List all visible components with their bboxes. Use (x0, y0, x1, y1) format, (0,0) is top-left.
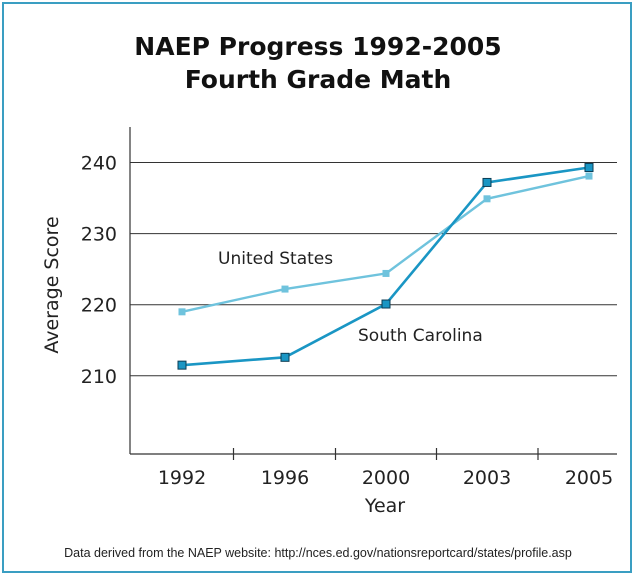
y-tick-label-210: 210 (81, 366, 117, 388)
y-tick-label-240: 240 (81, 153, 117, 175)
y-tick-labels: 240 230 220 210 (81, 153, 117, 388)
point-south-carolina-2005 (584, 163, 594, 173)
series-label-south-carolina: South Carolina (358, 326, 483, 346)
source-footnote: Data derived from the NAEP website: http… (64, 546, 572, 560)
point-south-carolina-2000 (381, 299, 391, 309)
x-axis-label: Year (364, 495, 405, 517)
series-line-united-states (181, 174, 590, 313)
axes (129, 127, 617, 460)
point-south-carolina-2003 (482, 177, 492, 187)
x-tick-labels: 1992 1996 2000 2003 2005 (158, 467, 613, 489)
point-south-carolina-1996 (280, 352, 290, 362)
point-south-carolina-1992 (177, 360, 187, 370)
y-tick-label-220: 220 (81, 295, 117, 317)
x-tick-label-1992: 1992 (158, 467, 206, 489)
x-tick-label-2005: 2005 (565, 467, 613, 489)
chart-subtitle: Fourth Grade Math (185, 65, 452, 94)
series-points (177, 163, 594, 370)
chart-title: NAEP Progress 1992-2005 (134, 32, 501, 61)
x-tick-label-2000: 2000 (362, 467, 410, 489)
point-united-states-1992 (178, 308, 186, 316)
series-label-united-states: United States (218, 249, 333, 269)
point-united-states-2005 (585, 172, 593, 180)
x-tick-label-1996: 1996 (261, 467, 309, 489)
point-united-states-1996 (281, 285, 289, 293)
point-united-states-2000 (382, 269, 390, 277)
y-axis-label: Average Score (41, 216, 63, 353)
y-tick-label-230: 230 (81, 224, 117, 246)
x-tick-label-2003: 2003 (463, 467, 511, 489)
point-united-states-2003 (483, 195, 491, 203)
